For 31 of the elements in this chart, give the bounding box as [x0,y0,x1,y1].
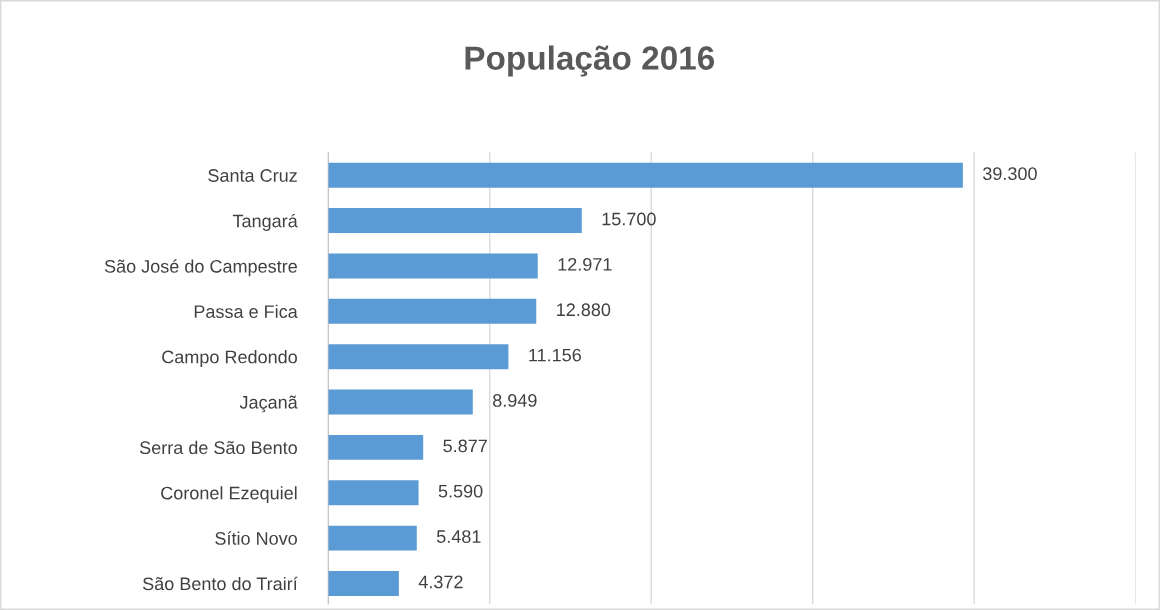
data-label: 8.949 [493,394,537,407]
bar [328,298,537,324]
chart-title: População 2016 [465,45,715,77]
bar [328,525,417,551]
data-label: 12.971 [558,257,612,271]
bar [328,162,963,188]
data-label: 5.877 [443,439,487,453]
bar [328,434,424,460]
y-tick-label: Sítio Novo [215,531,297,545]
bar [328,480,419,506]
bar [328,389,473,415]
bar [328,253,538,279]
y-tick-label: Coronel Ezequiel [161,486,297,504]
y-tick-label: Santa Cruz [208,169,297,182]
data-label: 39.300 [983,167,1037,181]
data-label: 11.156 [529,348,581,362]
y-tick-label: Campo Redondo [162,350,297,367]
y-tick-label: Serra de São Bento [139,440,297,455]
bar [328,208,582,234]
y-tick-label: Jaçanã [239,395,298,413]
y-tick-label: São José do Campestre [104,259,297,277]
data-label: 5.481 [436,530,481,543]
bar [328,344,509,370]
data-label: 4.372 [418,575,463,589]
data-label: 5.590 [438,484,483,498]
y-tick-label: Tangará [232,213,298,231]
bar [328,571,399,596]
y-tick-label: Passa e Fica [194,304,298,318]
data-label: 15.700 [602,212,656,226]
y-tick-label: São Bento do Trairí [142,576,298,591]
data-label: 12.880 [557,303,611,317]
